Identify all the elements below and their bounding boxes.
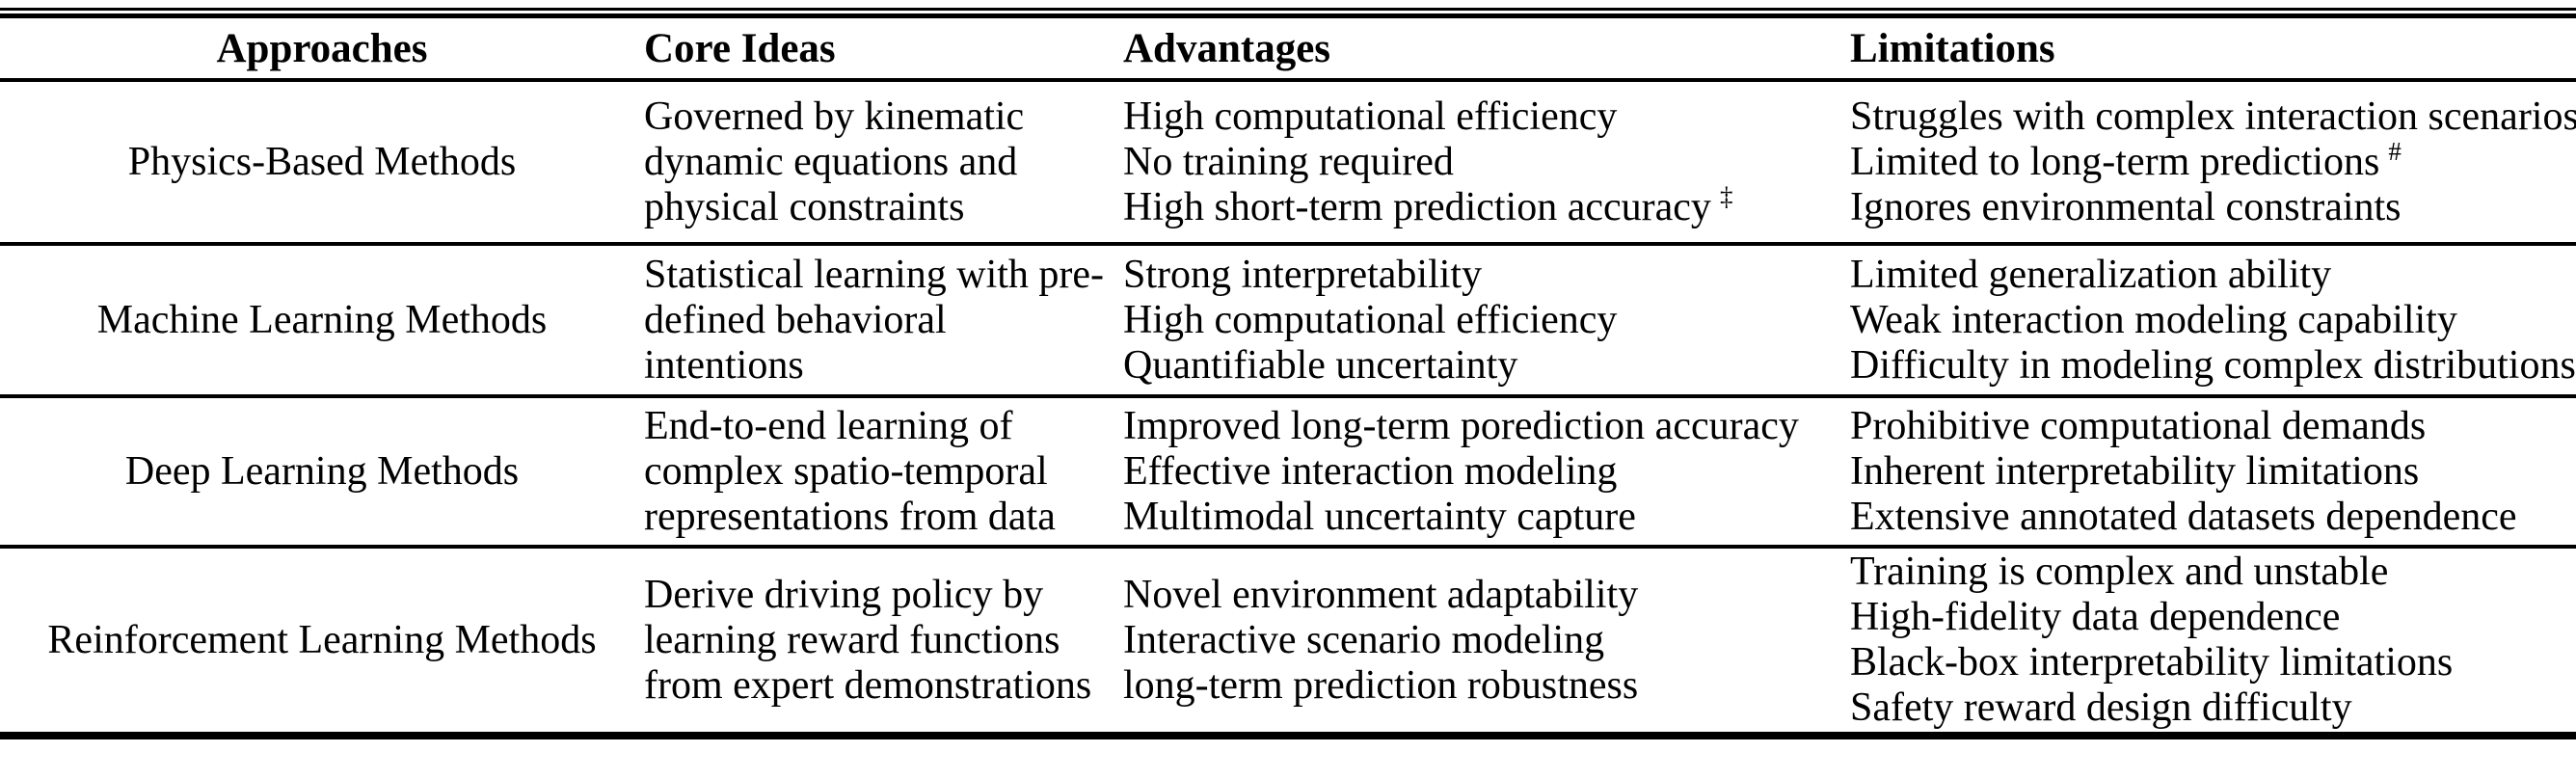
cell-approach-name: Physics-Based Methods — [0, 80, 644, 246]
table-top-rule — [0, 8, 2576, 18]
advantage-text: High short-term prediction accuracy — [1123, 184, 1711, 229]
limitation-item: Limited to long-term predictions # — [1850, 136, 2576, 185]
core-ideas-text: Governed by kinematic dynamic equations … — [644, 94, 1025, 229]
advantage-item: Novel environment adaptability — [1123, 573, 1850, 618]
cell-approach-name: Machine Learning Methods — [0, 244, 644, 398]
limitation-text: Black-box interpretability limitations — [1850, 640, 2454, 685]
cell-core-ideas: Governed by kinematic dynamic equations … — [644, 80, 1123, 246]
limitation-item: Difficulty in modeling complex distribut… — [1850, 343, 2576, 389]
limitation-item: Ignores environmental constraints — [1850, 185, 2576, 230]
header-row: Approaches Core Ideas Advantages Limitat… — [0, 18, 2576, 82]
advantage-text: Effective interaction modeling — [1123, 448, 1618, 494]
advantage-item: No training required — [1123, 140, 1850, 185]
advantage-item: Strong interpretability — [1123, 253, 1850, 298]
limitation-item: Weak interaction modeling capability — [1850, 298, 2576, 343]
advantage-text: Improved long-term porediction accuracy — [1123, 403, 1799, 448]
advantage-item: Interactive scenario modeling — [1123, 618, 1850, 663]
limitation-text: Extensive annotated datasets dependence — [1850, 494, 2517, 539]
cell-core-ideas: End-to-end learning of complex spatio-te… — [644, 396, 1123, 549]
table-row-machine-learning: Machine Learning Methods Statistical lea… — [0, 244, 2576, 398]
advantage-text: High computational efficiency — [1123, 94, 1618, 139]
core-ideas-text: End-to-end learning of complex spatio-te… — [644, 403, 1056, 539]
limitation-text: Training is complex and unstable — [1850, 550, 2389, 594]
cell-limitations: Limited generalization ability Weak inte… — [1850, 244, 2576, 398]
column-header-limitations: Limitations — [1850, 18, 2576, 82]
limitation-item: Inherent interpretability limitations — [1850, 449, 2576, 495]
advantage-item: High short-term prediction accuracy ‡ — [1123, 181, 1850, 230]
limitation-text: Struggles with complex interaction scena… — [1850, 94, 2576, 139]
advantage-item: Quantifiable uncertainty — [1123, 343, 1850, 389]
advantage-item: Multimodal uncertainty capture — [1123, 495, 1850, 540]
advantage-text: Interactive scenario modeling — [1123, 617, 1605, 662]
advantage-text: High computational efficiency — [1123, 297, 1618, 342]
cell-advantages: High computational efficiency No trainin… — [1123, 80, 1850, 246]
limitation-text: Safety reward design difficulty — [1850, 685, 2352, 730]
advantage-item: Effective interaction modeling — [1123, 449, 1850, 495]
cell-advantages: Strong interpretability High computation… — [1123, 244, 1850, 398]
table-row-deep-learning: Deep Learning Methods End-to-end learnin… — [0, 396, 2576, 549]
cell-advantages: Novel environment adaptability Interacti… — [1123, 547, 1850, 739]
cell-limitations: Prohibitive computational demands Inhere… — [1850, 396, 2576, 549]
limitation-item: Prohibitive computational demands — [1850, 404, 2576, 449]
core-ideas-text: Statistical learning with pre-defined be… — [644, 252, 1105, 388]
column-header-advantages: Advantages — [1123, 18, 1850, 82]
table-row-reinforcement-learning: Reinforcement Learning Methods Derive dr… — [0, 547, 2576, 739]
advantage-item: long-term prediction robustness — [1123, 663, 1850, 709]
limitation-text: Weak interaction modeling capability — [1850, 297, 2457, 342]
limitation-item: Extensive annotated datasets dependence — [1850, 495, 2576, 540]
cell-limitations: Training is complex and unstable High-fi… — [1850, 547, 2576, 739]
cell-core-ideas: Statistical learning with pre-defined be… — [644, 244, 1123, 398]
approaches-comparison-table: Approaches Core Ideas Advantages Limitat… — [0, 18, 2576, 739]
advantage-item: High computational efficiency — [1123, 298, 1850, 343]
advantage-text: Novel environment adaptability — [1123, 572, 1639, 617]
advantage-text: Quantifiable uncertainty — [1123, 342, 1518, 388]
limitation-item: Safety reward design difficulty — [1850, 685, 2576, 731]
limitation-text: Prohibitive computational demands — [1850, 403, 2427, 448]
advantage-text: Strong interpretability — [1123, 252, 1483, 297]
limitation-item: High-fidelity data dependence — [1850, 595, 2576, 640]
advantage-text: No training required — [1123, 139, 1454, 184]
cell-limitations: Struggles with complex interaction scena… — [1850, 80, 2576, 246]
core-ideas-text: Derive driving policy by learning reward… — [644, 572, 1092, 708]
cell-advantages: Improved long-term porediction accuracy … — [1123, 396, 1850, 549]
limitation-item: Struggles with complex interaction scena… — [1850, 94, 2576, 140]
limitation-item: Limited generalization ability — [1850, 253, 2576, 298]
limitation-text: Difficulty in modeling complex distribut… — [1850, 342, 2576, 388]
advantage-item: Improved long-term porediction accuracy — [1123, 404, 1850, 449]
footnote-marker-hash: # — [2388, 136, 2402, 166]
advantage-text: Multimodal uncertainty capture — [1123, 494, 1636, 539]
limitation-text: Limited generalization ability — [1850, 252, 2332, 297]
cell-core-ideas: Derive driving policy by learning reward… — [644, 547, 1123, 739]
advantage-text: long-term prediction robustness — [1123, 662, 1639, 708]
cell-approach-name: Deep Learning Methods — [0, 396, 644, 549]
limitation-item: Black-box interpretability limitations — [1850, 640, 2576, 685]
column-header-approaches: Approaches — [0, 18, 644, 82]
column-header-core-ideas: Core Ideas — [644, 18, 1123, 82]
limitation-text: Limited to long-term predictions — [1850, 139, 2380, 184]
limitation-text: High-fidelity data dependence — [1850, 595, 2341, 639]
limitation-text: Ignores environmental constraints — [1850, 184, 2402, 229]
limitation-text: Inherent interpretability limitations — [1850, 448, 2420, 494]
footnote-marker-double-dagger: ‡ — [1719, 181, 1733, 211]
cell-approach-name: Reinforcement Learning Methods — [0, 547, 644, 739]
table-row-physics-based: Physics-Based Methods Governed by kinema… — [0, 80, 2576, 246]
limitation-item: Training is complex and unstable — [1850, 550, 2576, 595]
advantage-item: High computational efficiency — [1123, 94, 1850, 140]
